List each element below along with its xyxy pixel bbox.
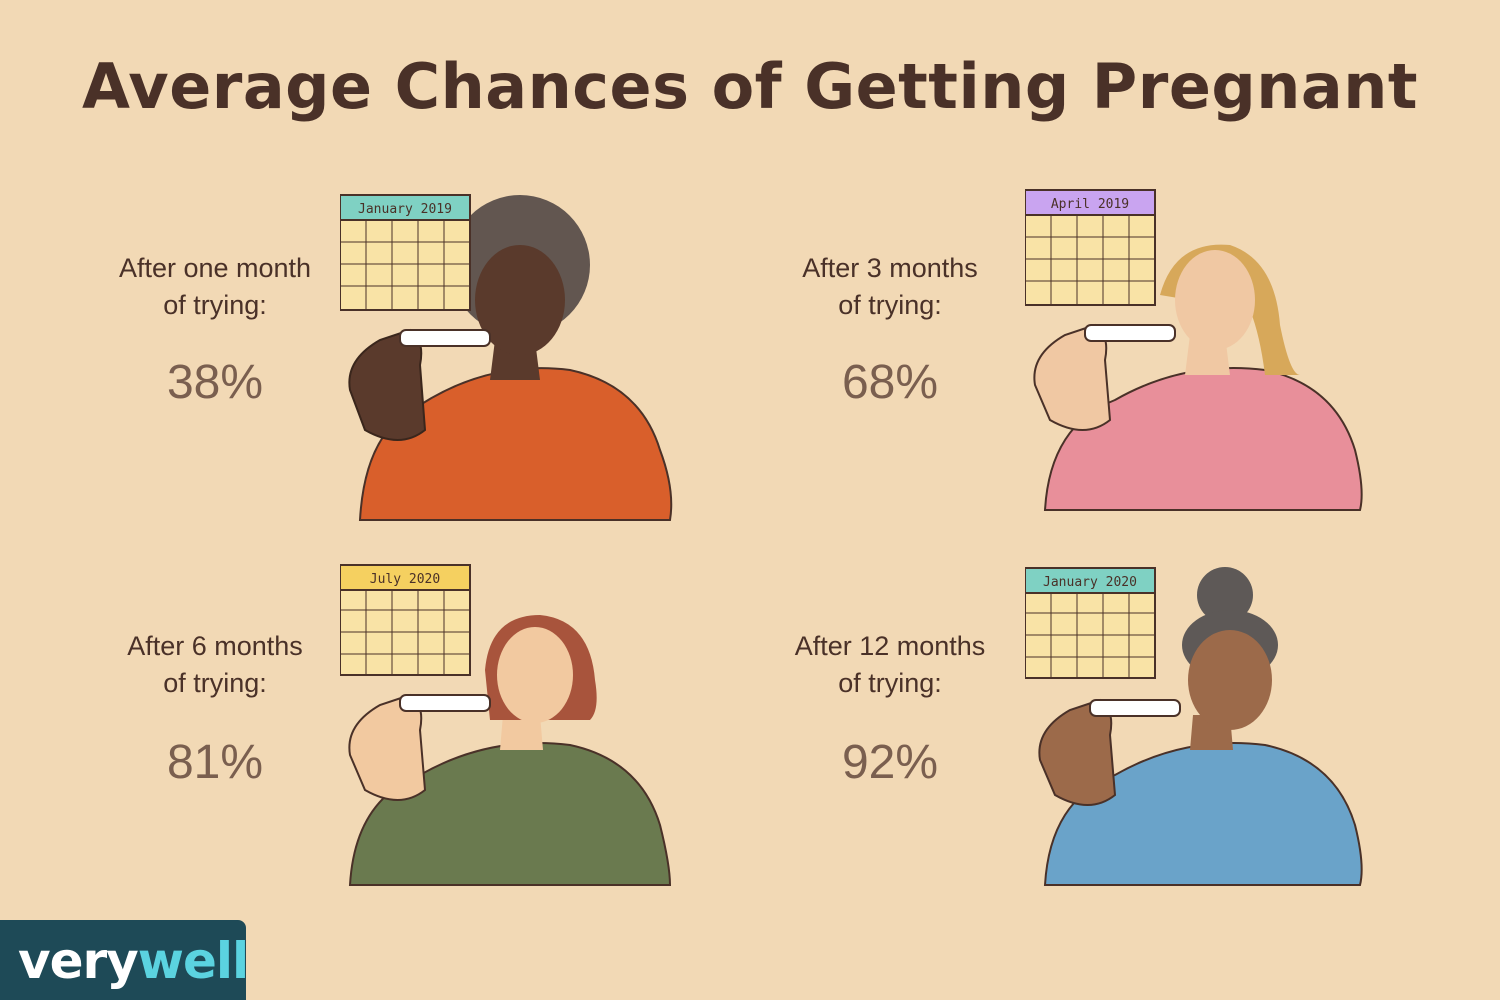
calendar: July 2020 xyxy=(340,564,471,676)
caption: After one month of trying: xyxy=(65,250,365,324)
panel-twelve-months: After 12 months of trying: 92% January 2… xyxy=(740,560,1460,920)
woman-illustration: April 2019 xyxy=(1025,189,1363,511)
logo-part-1: very xyxy=(18,932,139,990)
percent-value: 81% xyxy=(166,736,264,789)
panel-one-month: After one month of trying: 38% January 2… xyxy=(60,180,780,540)
face xyxy=(1175,250,1255,350)
percent-value: 68% xyxy=(841,356,939,409)
test-stick xyxy=(399,329,491,347)
woman-illustration: January 2020 xyxy=(1025,567,1363,886)
calendar-label: January 2020 xyxy=(1043,575,1137,590)
caption-line-2: of trying: xyxy=(163,668,267,698)
woman-illustration: January 2019 xyxy=(340,194,673,521)
calendar-label: April 2019 xyxy=(1051,197,1129,212)
caption: After 6 months of trying: xyxy=(65,628,365,702)
calendar: January 2019 xyxy=(340,194,471,311)
caption: After 3 months of trying: xyxy=(740,250,1040,324)
panel-three-months: After 3 months of trying: 68% April 2019 xyxy=(740,180,1460,540)
woman-illustration: July 2020 xyxy=(340,564,672,886)
caption: After 12 months of trying: xyxy=(740,628,1040,702)
test-stick xyxy=(1089,699,1181,717)
calendar-label: July 2020 xyxy=(370,572,440,587)
calendar: January 2020 xyxy=(1025,567,1156,679)
face xyxy=(497,627,573,723)
caption-line-1: After 6 months xyxy=(127,631,303,661)
percent-value: 92% xyxy=(841,736,939,789)
test-stick xyxy=(399,694,491,712)
hair-bun xyxy=(1197,567,1253,623)
verywell-logo: verywell xyxy=(0,920,249,1000)
caption-line-1: After 3 months xyxy=(802,253,978,283)
caption-line-2: of trying: xyxy=(838,290,942,320)
sweater xyxy=(348,742,672,886)
caption-line-1: After one month xyxy=(118,253,312,283)
caption-line-2: of trying: xyxy=(838,668,942,698)
logo-part-2: well xyxy=(137,932,249,990)
percent-value: 38% xyxy=(166,356,264,409)
page-title: Average Chances of Getting Pregnant xyxy=(82,50,1418,123)
calendar-label: January 2019 xyxy=(358,202,452,217)
neck xyxy=(500,715,543,750)
logo-text: verywell xyxy=(18,932,249,990)
calendar: April 2019 xyxy=(1025,189,1156,306)
face xyxy=(475,245,565,355)
caption-line-2: of trying: xyxy=(163,290,267,320)
face xyxy=(1188,630,1272,730)
caption-line-1: After 12 months xyxy=(794,631,986,661)
panel-six-months: After 6 months of trying: 81% July 2020 xyxy=(60,560,780,920)
test-stick xyxy=(1084,324,1176,342)
